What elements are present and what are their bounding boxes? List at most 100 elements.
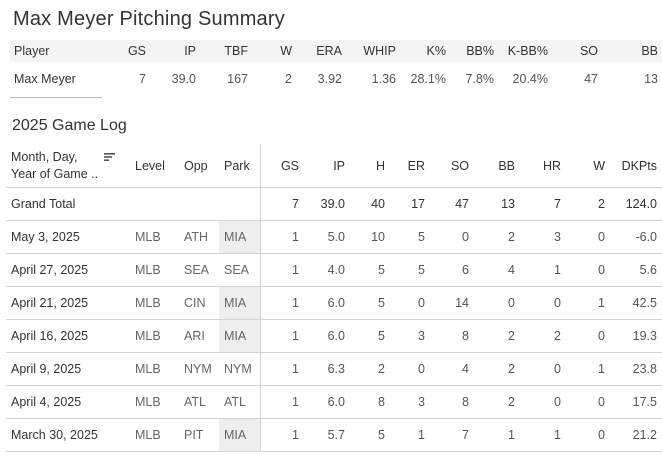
- sort-descending-icon[interactable]: [104, 152, 116, 162]
- cell-hr: 3: [520, 220, 566, 254]
- cell-hr: 1: [520, 418, 566, 452]
- game-log-row[interactable]: March 30, 2025 MLB PIT MIA 1 5.7 5 1 7 1 1 0 21.2: [6, 418, 662, 452]
- cell-er: 0: [390, 352, 430, 386]
- cell-level: MLB: [130, 385, 179, 419]
- header-hr[interactable]: HR: [520, 144, 566, 188]
- cell-date: May 3, 2025: [6, 220, 130, 254]
- summary-cell-bb: 13: [644, 72, 658, 86]
- cell-bb: 2: [474, 352, 520, 386]
- cell-hr: 1: [520, 253, 566, 287]
- total-park-empty: [219, 187, 261, 221]
- cell-bb: 0: [474, 286, 520, 320]
- cell-opp: ARI: [179, 319, 219, 353]
- summary-cell-so: 47: [584, 72, 598, 86]
- header-opp[interactable]: Opp: [179, 144, 219, 188]
- cell-ip: 5.0: [304, 220, 350, 254]
- cell-gs: 1: [260, 253, 304, 287]
- summary-cell-k-bb-pct: 20.4%: [512, 72, 548, 86]
- summary-cell-era: 3.92: [317, 72, 342, 86]
- game-log-title: 2025 Game Log: [12, 117, 127, 134]
- header-so[interactable]: SO: [430, 144, 474, 188]
- cell-park: MIA: [219, 418, 261, 452]
- summary-table-container: Player GS IP TBF W ERA WHIP K% BB% K-BB%…: [10, 40, 662, 98]
- header-park[interactable]: Park: [219, 144, 261, 188]
- summary-header-w[interactable]: W: [252, 40, 296, 62]
- cell-opp: SEA: [179, 253, 219, 287]
- header-bb[interactable]: BB: [474, 144, 520, 188]
- total-label: Grand Total: [6, 187, 130, 221]
- cell-level: MLB: [130, 253, 179, 287]
- game-log-row[interactable]: April 9, 2025 MLB NYM NYM 1 6.3 2 0 4 2 0 1 23.8: [6, 352, 662, 386]
- cell-er: 1: [390, 418, 430, 452]
- game-log-row[interactable]: April 4, 2025 MLB ATL ATL 1 6.0 8 3 8 2 0 0 17.5: [6, 385, 662, 419]
- summary-header-tbf[interactable]: TBF: [200, 40, 252, 62]
- summary-table: Player GS IP TBF W ERA WHIP K% BB% K-BB%…: [10, 40, 662, 96]
- game-log-row[interactable]: April 21, 2025 MLB CIN MIA 1 6.0 5 0 14 0 0 1 42.5: [6, 286, 662, 320]
- summary-header-so[interactable]: SO: [552, 40, 602, 62]
- cell-so: 4: [430, 352, 474, 386]
- summary-header-era[interactable]: ERA: [296, 40, 346, 62]
- game-log-row[interactable]: May 3, 2025 MLB ATH MIA 1 5.0 10 5 0 2 3 0 -6.0: [6, 220, 662, 254]
- cell-park: MIA: [219, 220, 261, 254]
- cell-ip: 6.0: [304, 319, 350, 353]
- total-so: 47: [430, 187, 474, 221]
- cell-er: 3: [390, 385, 430, 419]
- summary-header-bb-pct[interactable]: BB%: [450, 40, 498, 62]
- game-log-row[interactable]: April 27, 2025 MLB SEA SEA 1 4.0 5 5 6 4 1 0 5.6: [6, 253, 662, 287]
- cell-er: 3: [390, 319, 430, 353]
- total-w: 2: [566, 187, 610, 221]
- grand-total-row[interactable]: Grand Total 7 39.0 40 17 47 13 7 2 124.0: [6, 187, 662, 221]
- header-date[interactable]: Month, Day, Year of Game ..: [6, 144, 130, 188]
- cell-h: 5: [350, 253, 390, 287]
- cell-h: 2: [350, 352, 390, 386]
- header-gs[interactable]: GS: [260, 144, 304, 188]
- cell-h: 5: [350, 418, 390, 452]
- cell-w: 1: [566, 352, 610, 386]
- summary-header-player[interactable]: Player: [10, 40, 106, 62]
- summary-header-bb[interactable]: BB: [602, 40, 662, 62]
- cell-w: 0: [566, 385, 610, 419]
- total-dkpts: 124.0: [610, 187, 662, 221]
- cell-bb: 4: [474, 253, 520, 287]
- summary-cell-k-pct: 28.1%: [410, 72, 446, 86]
- game-log-container: Month, Day, Year of Game .. Level Opp Pa…: [6, 144, 662, 452]
- cell-ip: 6.3: [304, 352, 350, 386]
- cell-opp: ATL: [179, 385, 219, 419]
- header-w[interactable]: W: [566, 144, 610, 188]
- header-ip[interactable]: IP: [304, 144, 350, 188]
- summary-header-whip[interactable]: WHIP: [346, 40, 400, 62]
- total-gs: 7: [260, 187, 304, 221]
- summary-header-k-pct[interactable]: K%: [400, 40, 450, 62]
- header-level[interactable]: Level: [130, 144, 179, 188]
- cell-so: 14: [430, 286, 474, 320]
- summary-cell-whip: 1.36: [371, 72, 396, 86]
- cell-hr: 2: [520, 319, 566, 353]
- summary-header-ip[interactable]: IP: [150, 40, 200, 62]
- header-dkpts[interactable]: DKPts: [610, 144, 662, 188]
- cell-dkpts: -6.0: [610, 220, 662, 254]
- cell-h: 5: [350, 319, 390, 353]
- cell-w: 0: [566, 253, 610, 287]
- cell-dkpts: 5.6: [610, 253, 662, 287]
- cell-date: March 30, 2025: [6, 418, 130, 452]
- cell-hr: 0: [520, 286, 566, 320]
- cell-park: SEA: [219, 253, 261, 287]
- summary-row[interactable]: Max Meyer 7 39.0 167 2 3.92 1.36 28.1% 7…: [10, 62, 662, 96]
- summary-header-k-bb-pct[interactable]: K-BB%: [498, 40, 552, 62]
- game-log-row[interactable]: April 16, 2025 MLB ARI MIA 1 6.0 5 3 8 2 2 0 19.3: [6, 319, 662, 353]
- cell-so: 7: [430, 418, 474, 452]
- cell-date: April 9, 2025: [6, 352, 130, 386]
- header-er[interactable]: ER: [390, 144, 430, 188]
- total-ip: 39.0: [304, 187, 350, 221]
- header-h[interactable]: H: [350, 144, 390, 188]
- cell-dkpts: 19.3: [610, 319, 662, 353]
- summary-header-gs[interactable]: GS: [106, 40, 150, 62]
- cell-dkpts: 17.5: [610, 385, 662, 419]
- cell-opp: CIN: [179, 286, 219, 320]
- cell-w: 0: [566, 319, 610, 353]
- total-hr: 7: [520, 187, 566, 221]
- summary-row-underline: [10, 97, 102, 98]
- cell-bb: 2: [474, 385, 520, 419]
- cell-h: 5: [350, 286, 390, 320]
- cell-er: 5: [390, 220, 430, 254]
